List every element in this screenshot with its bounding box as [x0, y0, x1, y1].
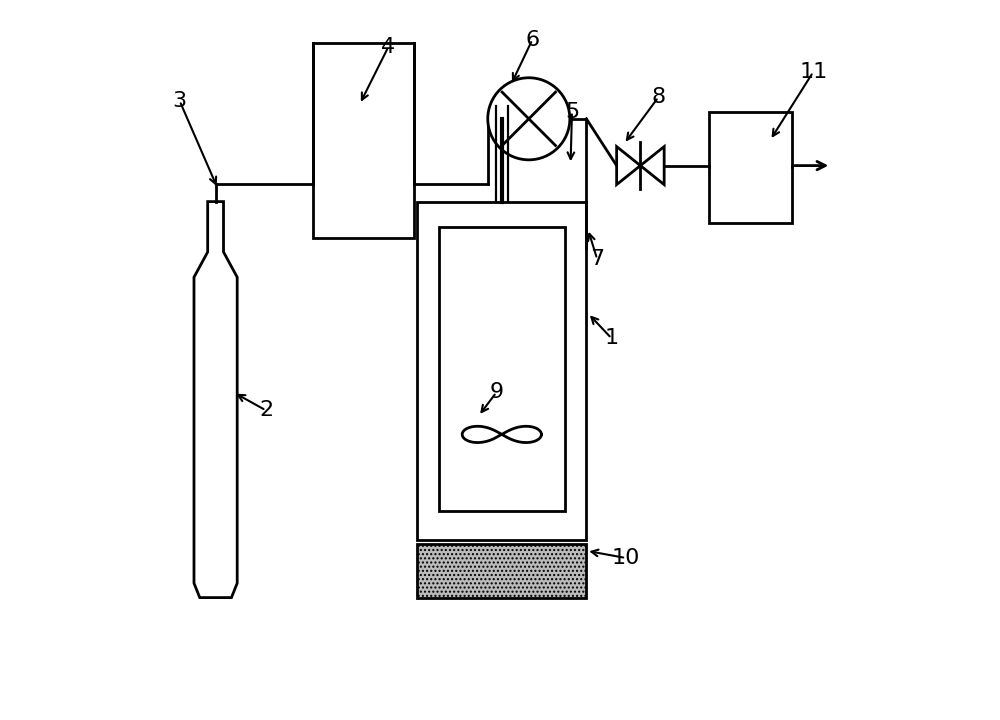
Text: 5: 5: [565, 102, 579, 122]
Polygon shape: [194, 202, 237, 598]
Bar: [709, 112, 792, 223]
Text: 6: 6: [525, 30, 539, 50]
Text: 9: 9: [489, 382, 503, 402]
Bar: [313, 43, 414, 238]
Bar: [417, 544, 586, 598]
Polygon shape: [617, 147, 640, 184]
Text: 2: 2: [259, 400, 273, 420]
Bar: [439, 227, 565, 511]
Text: 10: 10: [612, 548, 640, 568]
Bar: [417, 202, 586, 540]
Circle shape: [488, 78, 570, 160]
Text: 7: 7: [590, 249, 604, 269]
Text: 1: 1: [605, 328, 619, 348]
Polygon shape: [640, 147, 664, 184]
Text: 4: 4: [381, 37, 395, 57]
Text: 8: 8: [651, 87, 665, 107]
Text: 11: 11: [799, 62, 827, 82]
Text: 3: 3: [173, 91, 187, 111]
